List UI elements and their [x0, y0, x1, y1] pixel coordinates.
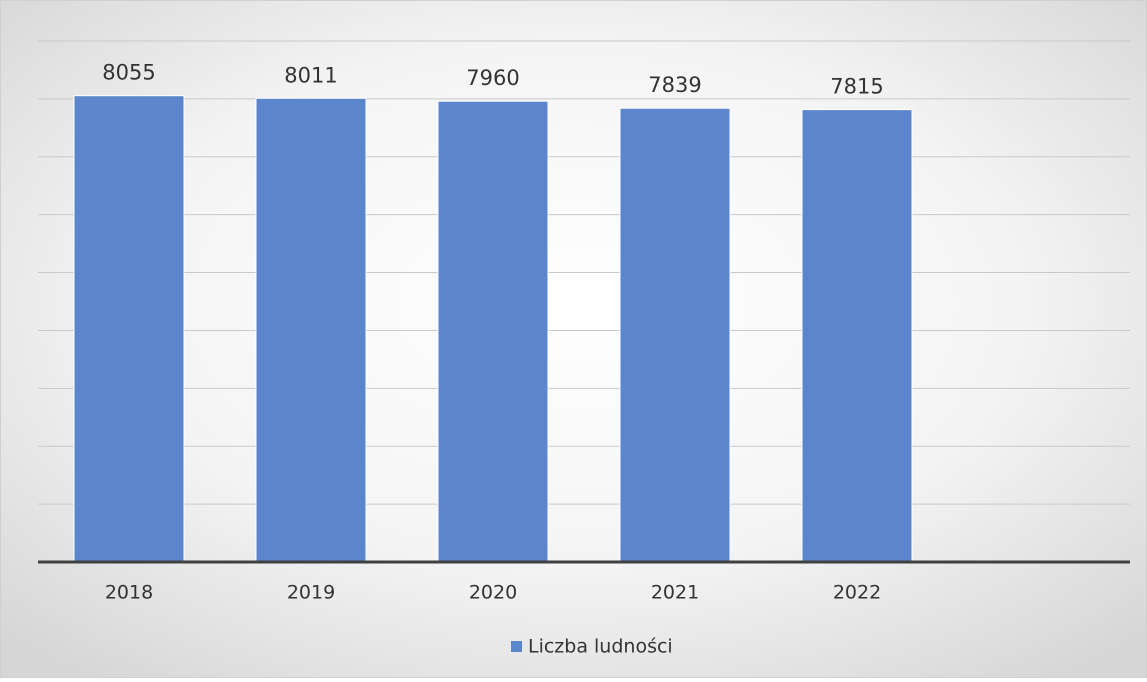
bar [619, 107, 731, 563]
data-label: 8011 [284, 63, 337, 87]
legend-swatch [511, 641, 522, 652]
data-label: 7960 [466, 66, 519, 90]
bar [437, 100, 549, 563]
bar [801, 109, 913, 563]
bar [255, 97, 367, 563]
data-label: 7839 [648, 73, 701, 97]
x-tick-label: 2019 [287, 582, 335, 604]
data-label: 8055 [102, 61, 155, 85]
x-tick-label: 2018 [105, 582, 153, 604]
bar [73, 95, 185, 563]
x-tick-label: 2022 [833, 582, 881, 604]
x-tick-label: 2021 [651, 582, 699, 604]
x-tick-label: 2020 [469, 582, 517, 604]
legend-label: Liczba ludności [528, 636, 673, 658]
data-label: 7815 [830, 75, 883, 99]
